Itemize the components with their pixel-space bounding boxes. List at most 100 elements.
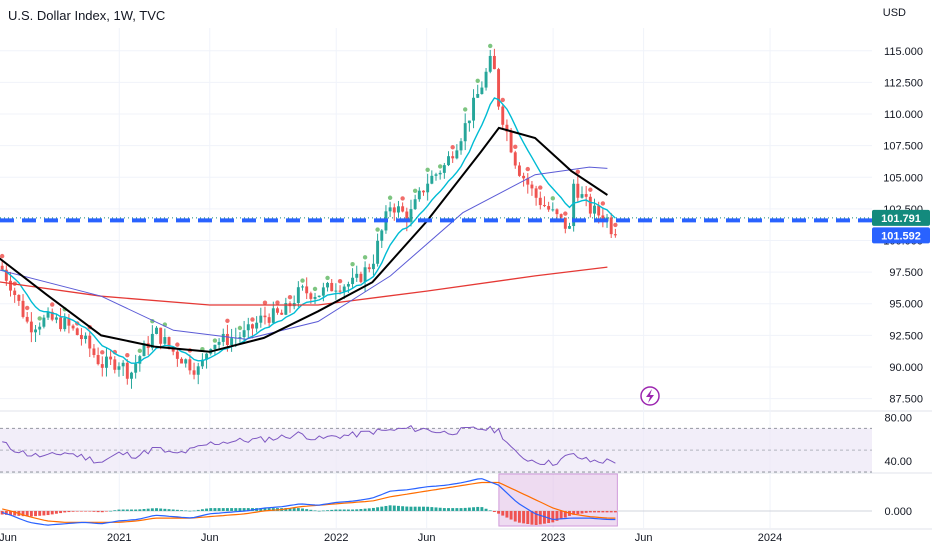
candle[interactable] — [584, 194, 588, 197]
candle[interactable] — [451, 156, 455, 159]
candle[interactable] — [392, 207, 396, 213]
macd-pane[interactable] — [0, 473, 872, 527]
candle[interactable] — [67, 318, 71, 326]
candle[interactable] — [267, 317, 271, 323]
candle[interactable] — [109, 356, 113, 360]
candle[interactable] — [542, 205, 546, 207]
candle[interactable] — [563, 217, 567, 229]
candle[interactable] — [100, 364, 104, 368]
candle[interactable] — [430, 175, 434, 184]
candle[interactable] — [513, 152, 517, 166]
candle[interactable] — [334, 290, 338, 292]
candle[interactable] — [580, 194, 584, 198]
candle[interactable] — [117, 366, 121, 370]
candle[interactable] — [280, 312, 284, 315]
candle[interactable] — [29, 321, 33, 333]
candle[interactable] — [568, 226, 571, 229]
candle[interactable] — [4, 269, 8, 281]
candle[interactable] — [13, 290, 17, 295]
candle[interactable] — [455, 150, 459, 159]
candle[interactable] — [213, 344, 217, 350]
candle[interactable] — [0, 265, 4, 270]
candle[interactable] — [113, 359, 117, 370]
candle[interactable] — [138, 356, 142, 364]
candle[interactable] — [42, 317, 46, 327]
candle[interactable] — [363, 267, 367, 282]
candle[interactable] — [346, 284, 350, 287]
candle[interactable] — [38, 326, 42, 330]
candle[interactable] — [447, 156, 450, 166]
candle[interactable] — [434, 174, 438, 176]
candle[interactable] — [284, 303, 288, 315]
candle[interactable] — [501, 106, 505, 125]
candle[interactable] — [593, 205, 596, 214]
candle[interactable] — [342, 286, 346, 292]
candle[interactable] — [355, 273, 359, 278]
candle[interactable] — [538, 197, 542, 206]
candle[interactable] — [159, 327, 163, 344]
candle[interactable] — [309, 293, 313, 299]
candle[interactable] — [442, 165, 446, 173]
candle[interactable] — [359, 273, 363, 282]
candle[interactable] — [530, 184, 534, 189]
candle[interactable] — [200, 359, 204, 367]
candle[interactable] — [180, 358, 184, 364]
candle[interactable] — [104, 356, 108, 368]
candle[interactable] — [271, 308, 275, 323]
candle[interactable] — [459, 141, 463, 151]
candle[interactable] — [50, 311, 54, 320]
candle[interactable] — [276, 308, 279, 313]
candle[interactable] — [79, 334, 83, 340]
candle[interactable] — [250, 324, 254, 329]
candle[interactable] — [155, 327, 158, 334]
candle[interactable] — [25, 316, 29, 322]
candle[interactable] — [467, 120, 471, 124]
candle[interactable] — [371, 263, 375, 270]
candle[interactable] — [313, 296, 317, 299]
candle[interactable] — [555, 209, 559, 215]
candle[interactable] — [121, 362, 125, 367]
candle[interactable] — [484, 71, 488, 88]
candle[interactable] — [130, 372, 133, 379]
candle[interactable] — [547, 206, 551, 210]
candle[interactable] — [480, 87, 484, 95]
candle[interactable] — [367, 267, 371, 270]
candle[interactable] — [175, 351, 179, 359]
candle[interactable] — [167, 337, 171, 347]
candle[interactable] — [63, 318, 67, 330]
candle[interactable] — [34, 329, 38, 333]
candle[interactable] — [509, 131, 513, 153]
rsi-pane[interactable] — [0, 425, 872, 473]
candle[interactable] — [559, 214, 563, 218]
candle[interactable] — [192, 370, 196, 375]
candle[interactable] — [488, 55, 492, 72]
candle[interactable] — [88, 335, 92, 349]
candle[interactable] — [321, 287, 325, 296]
candle[interactable] — [351, 277, 355, 285]
candle[interactable] — [572, 183, 576, 227]
candle[interactable] — [96, 355, 100, 365]
candle[interactable] — [301, 286, 304, 288]
candle[interactable] — [426, 183, 430, 193]
candle[interactable] — [259, 315, 263, 323]
candle[interactable] — [413, 199, 417, 210]
candle[interactable] — [609, 217, 613, 235]
candle[interactable] — [238, 337, 242, 339]
candle[interactable] — [497, 69, 501, 107]
candle[interactable] — [17, 294, 21, 301]
candle[interactable] — [196, 366, 200, 375]
candle[interactable] — [409, 209, 413, 222]
candle[interactable] — [184, 359, 188, 364]
candle[interactable] — [517, 165, 521, 176]
candle[interactable] — [242, 330, 246, 338]
candle[interactable] — [75, 328, 79, 335]
candle[interactable] — [476, 94, 480, 98]
candle[interactable] — [263, 315, 267, 318]
candle[interactable] — [84, 335, 88, 340]
candle[interactable] — [9, 280, 12, 291]
candle[interactable] — [255, 322, 259, 329]
candle[interactable] — [330, 282, 334, 292]
candle[interactable] — [205, 353, 209, 360]
candle[interactable] — [505, 124, 509, 132]
candle[interactable] — [551, 209, 555, 211]
